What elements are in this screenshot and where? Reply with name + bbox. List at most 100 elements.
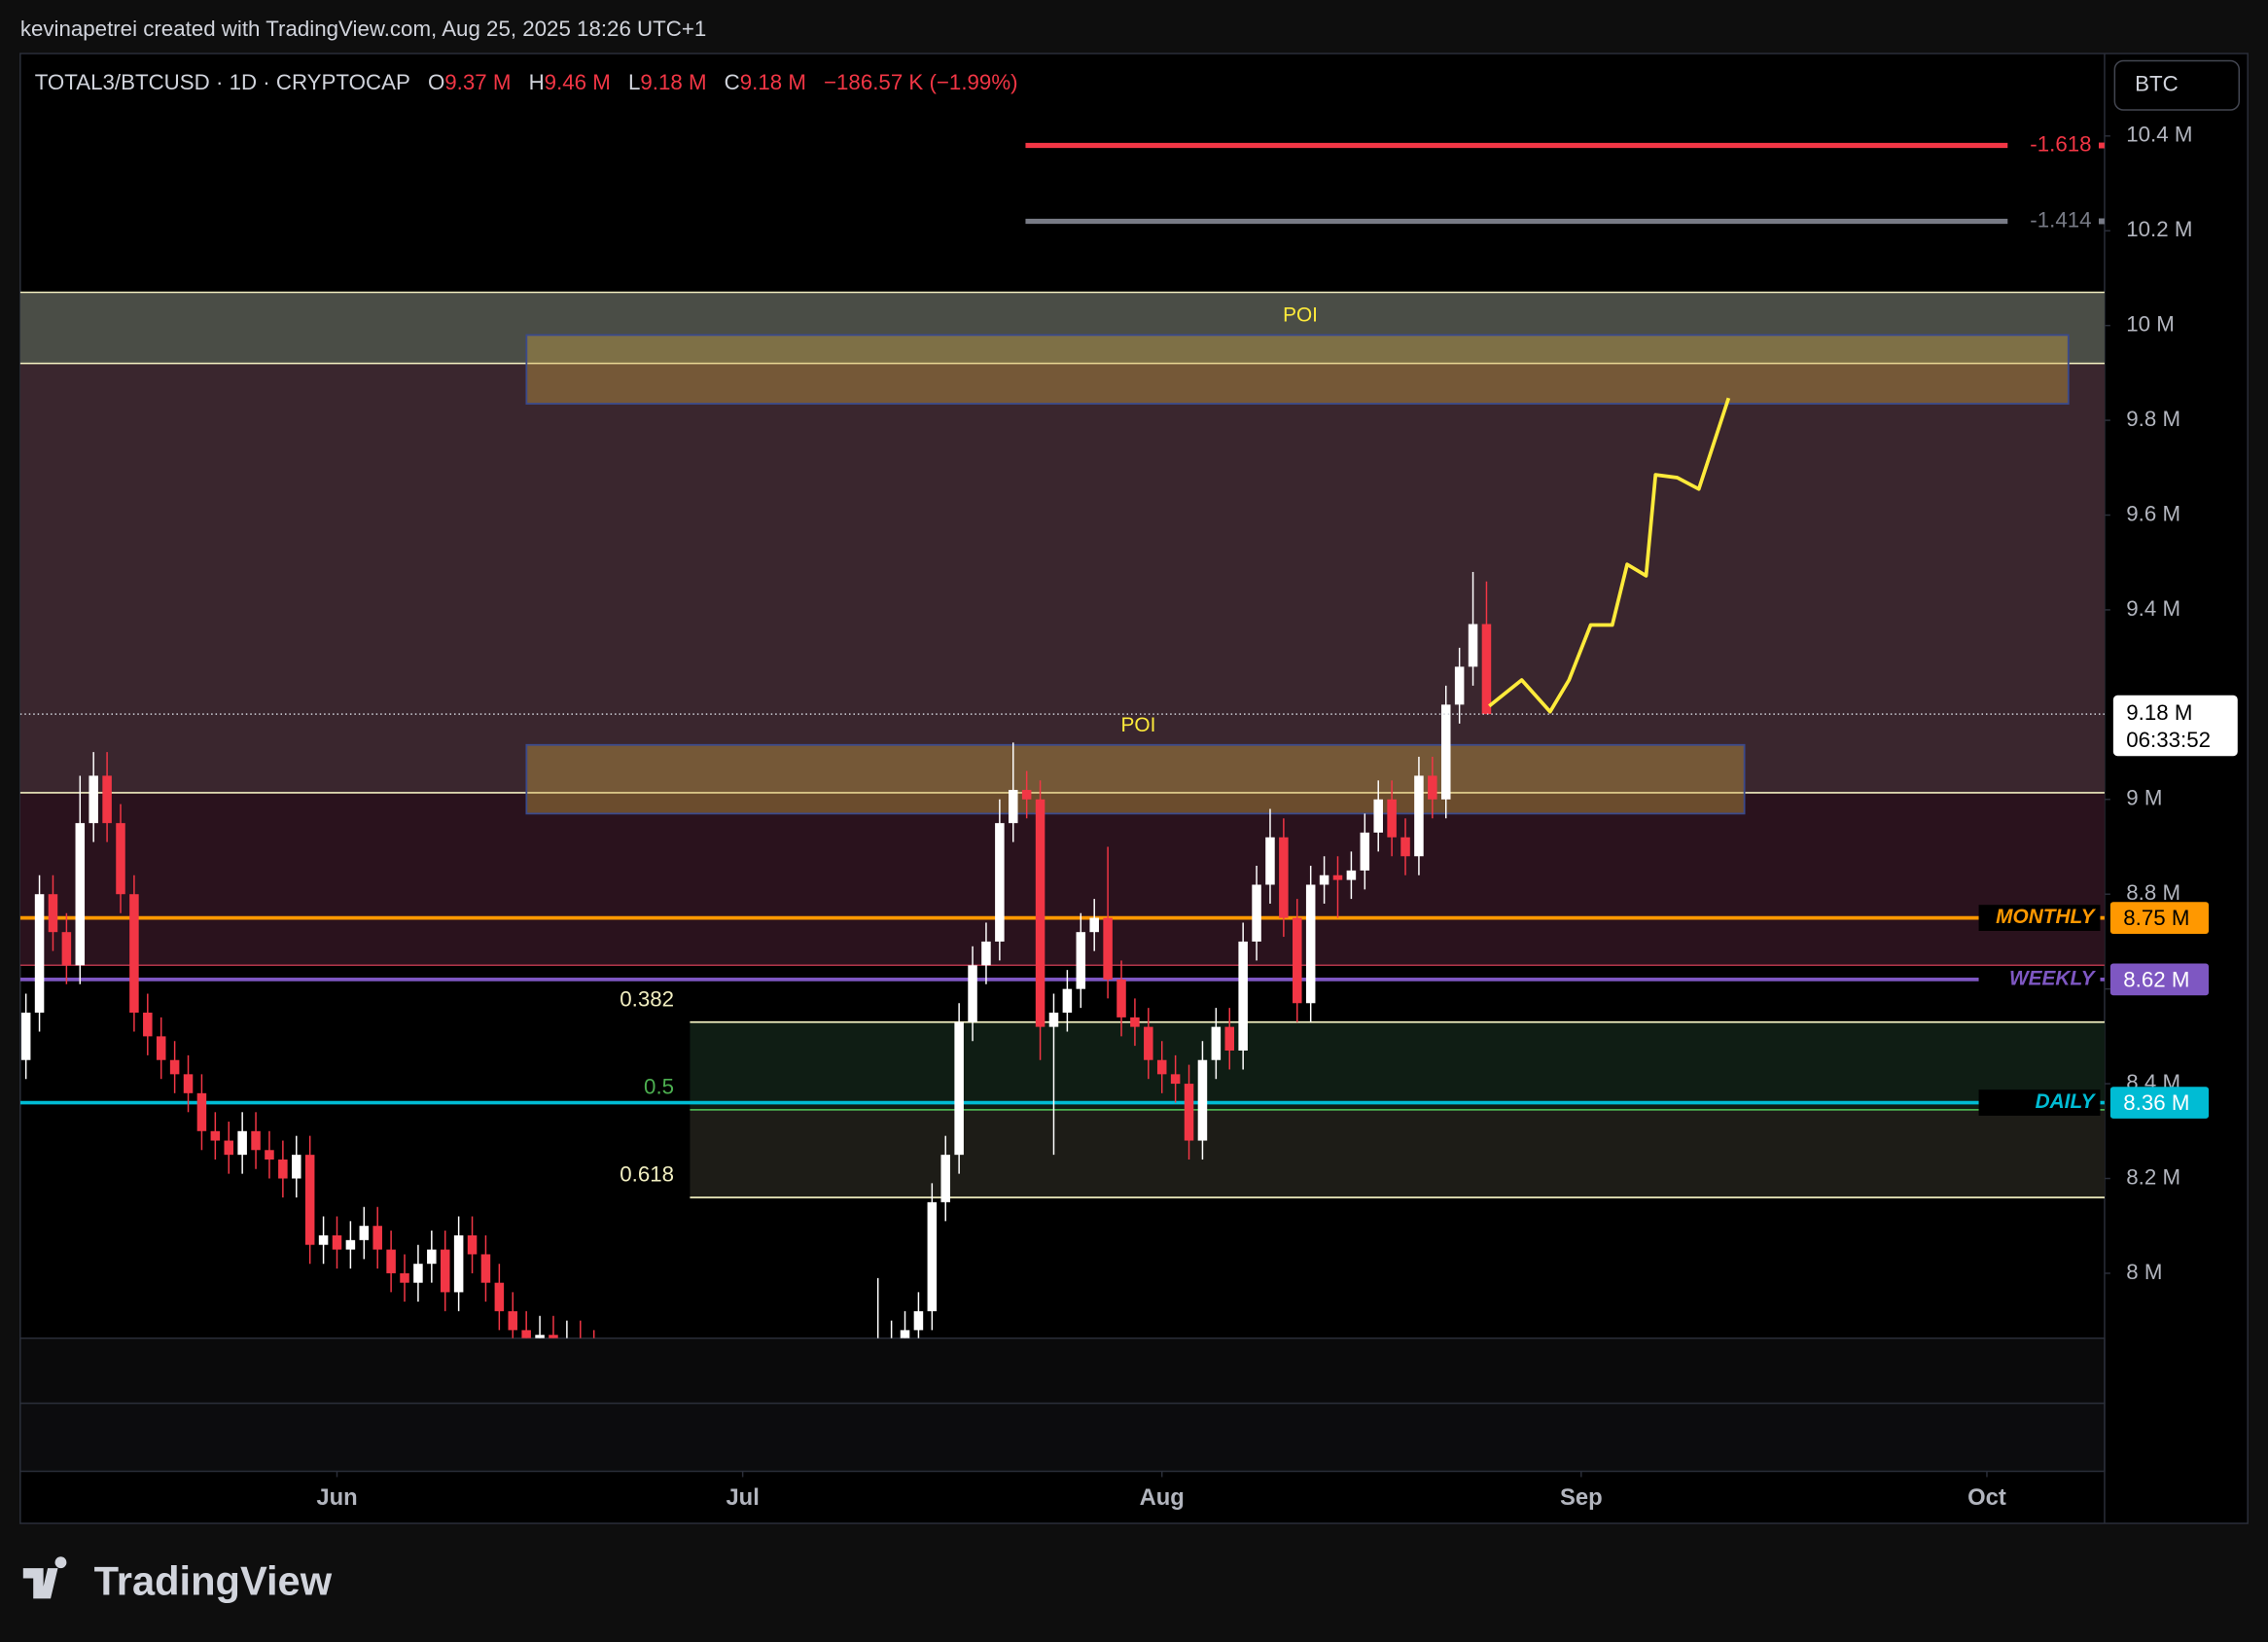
price-label-bg (2109, 902, 2210, 934)
overlay: 10.4 M10.2 M10 M9.8 M9.6 M9.4 M9 M8.8 M8… (316, 123, 2238, 1511)
candle-body (304, 1155, 315, 1245)
fib-label: 0.618 (620, 1162, 674, 1187)
price-label-bg (2109, 963, 2210, 996)
ohlc-key: L (628, 70, 640, 94)
candle-body (1265, 837, 1275, 885)
candle-body (237, 1130, 247, 1156)
candle-body (480, 1254, 491, 1283)
candle-body (1305, 884, 1316, 1004)
price-label: 8.75 M (2123, 906, 2189, 930)
ohlc-value: 9.37 M (444, 70, 511, 94)
zone (19, 363, 2105, 793)
candle-body (453, 1234, 464, 1293)
credit: kevinapetrei created with TradingView.co… (20, 17, 706, 41)
fib-label: 0.5 (644, 1074, 674, 1098)
candle-body (1346, 870, 1357, 880)
candle-body (89, 775, 98, 824)
candle-body (169, 1059, 180, 1075)
candle-body (1481, 624, 1492, 715)
y-tick-label: 8 M (2126, 1260, 2162, 1284)
candle-body (1468, 624, 1478, 667)
fib-extension-dot (2098, 142, 2105, 149)
candle-body (1144, 1026, 1153, 1060)
candle-body (318, 1234, 329, 1245)
key-level-label-bg (1978, 966, 2101, 993)
candle-body (1156, 1059, 1167, 1075)
candle-body (359, 1226, 370, 1240)
candle-body (1076, 932, 1086, 989)
candle-body (143, 1013, 153, 1037)
candle-body (1048, 1013, 1059, 1027)
candle-body (1373, 799, 1383, 833)
brand: TradingView (94, 1558, 333, 1604)
candle-body (1319, 875, 1329, 885)
candle-body (440, 1249, 450, 1293)
candle-body (372, 1226, 382, 1250)
fib-extension-label: -1.414 (2030, 207, 2091, 232)
candle-body (265, 1150, 274, 1160)
zone (19, 292, 2105, 364)
candle-body (940, 1155, 950, 1202)
candle-body (413, 1264, 423, 1283)
fib-fill (690, 1021, 2105, 1110)
ohlc-value: 9.18 M (740, 70, 806, 94)
candle-body (183, 1074, 194, 1093)
candle-body (156, 1036, 166, 1060)
price-label: 8.36 M (2123, 1090, 2189, 1115)
poi-box (525, 743, 1746, 815)
candle-body (1440, 704, 1451, 800)
candle-body (224, 1140, 234, 1156)
candle-body (1021, 790, 1032, 800)
y-tick-label: 8.8 M (2126, 880, 2180, 905)
candle-body (400, 1272, 409, 1283)
candle-body (1130, 1017, 1140, 1027)
price-label-bg (2109, 1087, 2210, 1119)
y-tick-label: 9.6 M (2126, 501, 2180, 525)
candle-body (1170, 1074, 1181, 1085)
logo: TradingView (22, 1556, 333, 1604)
candle-body (278, 1160, 288, 1179)
ohlc-key: H (529, 70, 545, 94)
candle-body (1197, 1059, 1208, 1141)
candle-body (508, 1310, 518, 1331)
ohlc-value: 9.46 M (545, 70, 611, 94)
x-tick-label: Aug (1140, 1484, 1185, 1511)
candle-body (1360, 832, 1370, 871)
key-level-label-bg (1978, 1089, 2101, 1116)
candle-body (954, 1021, 964, 1156)
currency-label[interactable]: BTC (2135, 72, 2179, 96)
candle-body (102, 775, 112, 824)
ohlc-key: O (428, 70, 444, 94)
candle-body (1009, 790, 1018, 824)
logo-mark (22, 1556, 67, 1599)
currency-button[interactable] (2113, 59, 2240, 111)
x-tick-label: Sep (1560, 1484, 1603, 1511)
last-price-label: 9.18 M (2126, 700, 2192, 725)
candle-body (292, 1155, 301, 1179)
y-tick-label: 9.8 M (2126, 407, 2180, 431)
key-level-label-bg (1978, 905, 2101, 931)
fib-label: 0.382 (620, 986, 674, 1011)
candle-body (20, 1013, 31, 1060)
candle-body (1103, 917, 1113, 980)
candle-body (1224, 1026, 1235, 1051)
price-label: 8.62 M (2123, 967, 2189, 991)
candle-body (1062, 988, 1073, 1014)
change: −186.57 K (−1.99%) (824, 70, 1018, 94)
plot-area: 0.382 0.5 0.618 POI POI -1.618 -1.414 MONTHLY WE… (19, 131, 2105, 1339)
candle-body (521, 1330, 531, 1339)
y-tick-label: 10.4 M (2126, 123, 2192, 147)
y-tick-label: 9 M (2126, 786, 2162, 810)
candle-body (1400, 837, 1410, 857)
candle-body (467, 1234, 478, 1255)
candle-body (1238, 941, 1248, 1051)
poi-box (525, 334, 2070, 405)
key-level-name: WEEKLY (2009, 967, 2097, 989)
fib-fill (690, 1109, 2105, 1198)
key-level-name: MONTHLY (1996, 906, 2096, 928)
candle-body (1089, 917, 1099, 933)
candle-body (1428, 775, 1437, 800)
candle-body (116, 823, 125, 895)
candle-body (34, 894, 45, 1014)
